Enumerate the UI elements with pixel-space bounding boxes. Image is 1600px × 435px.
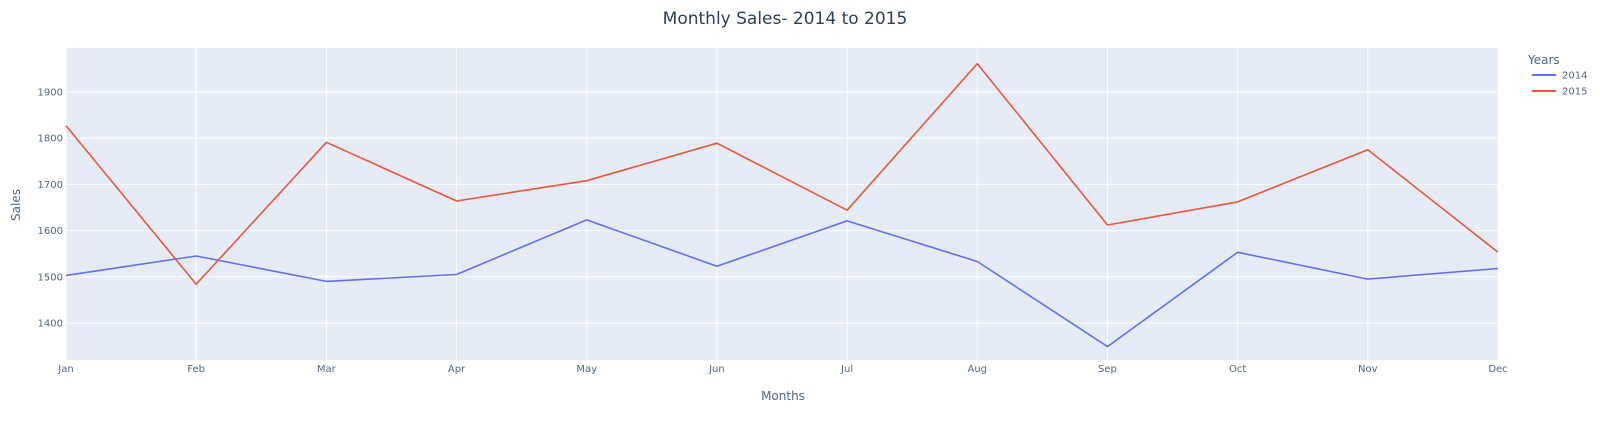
series-lines	[65, 62, 1499, 348]
x-tick-label: Nov	[1358, 364, 1378, 375]
x-tick-label: Feb	[187, 364, 205, 375]
x-tick-label: Mar	[317, 364, 337, 375]
legend-label: 2014	[1562, 71, 1587, 82]
legend-items[interactable]: 2014 2015	[1532, 71, 1587, 98]
legend-item-2015[interactable]: 2015	[1532, 87, 1587, 98]
legend[interactable]: Years 2014 2015	[1527, 53, 1587, 98]
x-tick-label: Jul	[840, 364, 853, 375]
y-tick-label: 1700	[38, 180, 63, 191]
y-axis-title: Sales	[9, 189, 23, 221]
y-tick-label: 1800	[38, 134, 63, 145]
x-tick-label: Dec	[1488, 364, 1507, 375]
legend-label: 2015	[1562, 87, 1587, 98]
x-tick-label: Aug	[968, 364, 988, 375]
x-tick-label: Apr	[448, 364, 466, 375]
series-line-2014[interactable]	[65, 219, 1499, 348]
chart-title: Monthly Sales- 2014 to 2015	[663, 9, 908, 29]
x-tick-label: Oct	[1229, 364, 1246, 375]
x-axis-title: Months	[761, 389, 805, 403]
plot-area	[66, 48, 1498, 360]
x-axis-ticks: Jan Feb Mar Apr May Jun Jul Aug Sep Oct Nov Dec	[57, 364, 1507, 375]
y-axis-ticks: 1400 1500 1600 1700 1800 1900	[38, 87, 63, 329]
x-tick-label: Jan	[57, 364, 73, 375]
x-tick-label: May	[576, 364, 597, 375]
y-tick-label: 1900	[38, 87, 63, 98]
y-tick-label: 1400	[38, 319, 63, 330]
grid-lines	[65, 48, 1499, 360]
x-tick-label: Sep	[1098, 364, 1117, 375]
legend-title: Years	[1527, 53, 1560, 67]
x-tick-label: Jun	[708, 364, 725, 375]
y-tick-label: 1500	[38, 272, 63, 283]
y-tick-label: 1600	[38, 226, 63, 237]
series-line-2015[interactable]	[65, 62, 1499, 286]
legend-item-2014[interactable]: 2014	[1532, 71, 1587, 82]
